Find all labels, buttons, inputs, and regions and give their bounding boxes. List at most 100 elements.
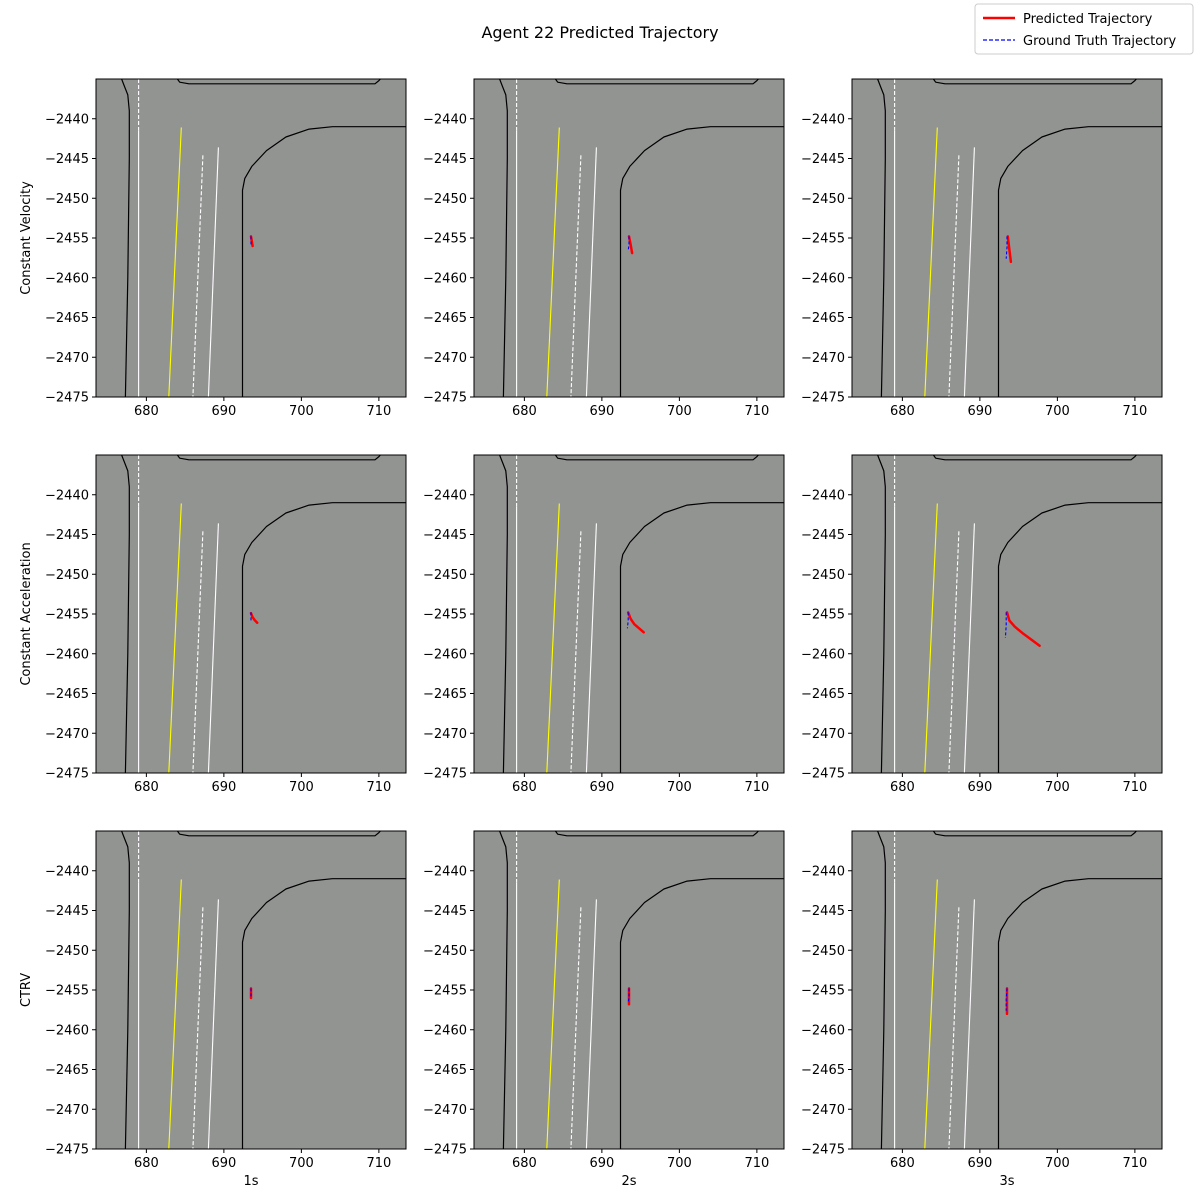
x-tick-label-700: 700 <box>289 1156 314 1171</box>
y-tick-label--2440: −2440 <box>801 488 845 503</box>
ground-truth-trajectory-line <box>1004 612 1007 638</box>
map-line-7 <box>963 147 975 397</box>
x-tick-label-700: 700 <box>1045 1156 1070 1171</box>
map-line-6 <box>948 907 960 1149</box>
y-tick-label--2445: −2445 <box>801 152 845 167</box>
map-line-5 <box>168 503 182 773</box>
y-tick-label--2475: −2475 <box>45 1143 89 1158</box>
map-line-1 <box>619 502 784 773</box>
x-tick-label-710: 710 <box>366 1156 391 1171</box>
y-tick-label--2460: −2460 <box>423 647 467 662</box>
y-tick-label--2460: −2460 <box>45 271 89 286</box>
map-line-5 <box>546 503 560 773</box>
map-line-0 <box>121 79 130 397</box>
panel-plot-area <box>121 79 406 397</box>
map-line-7 <box>963 899 975 1149</box>
map-line-0 <box>877 455 886 773</box>
y-tick-label--2475: −2475 <box>801 391 845 406</box>
panel-plot-area <box>499 79 784 397</box>
y-tick-label--2470: −2470 <box>45 1103 89 1118</box>
x-tick-label-680: 680 <box>512 1156 537 1171</box>
map-line-6 <box>192 907 204 1149</box>
map-line-5 <box>168 879 182 1149</box>
map-line-7 <box>585 147 597 397</box>
panel-plot-area <box>499 455 784 773</box>
map-line-5 <box>546 127 560 397</box>
row-label-ctrv: CTRV <box>19 973 34 1007</box>
map-line-7 <box>207 899 219 1149</box>
map-line-0 <box>877 831 886 1149</box>
y-tick-label--2440: −2440 <box>45 488 89 503</box>
y-tick-label--2465: −2465 <box>801 687 845 702</box>
x-tick-label-710: 710 <box>744 1156 769 1171</box>
x-tick-label-690: 690 <box>967 780 992 795</box>
map-line-6 <box>570 155 582 397</box>
y-tick-label--2450: −2450 <box>45 192 89 207</box>
x-tick-label-680: 680 <box>134 1156 159 1171</box>
map-line-1 <box>997 126 1162 397</box>
y-tick-label--2440: −2440 <box>45 864 89 879</box>
x-tick-label-700: 700 <box>667 780 692 795</box>
legend: Predicted Trajectory Ground Truth Trajec… <box>974 3 1194 55</box>
panel-constant-velocity-1s: 680 690 700 710 −2440 −2445 −2450 −2455 −2460 −24… <box>19 78 407 419</box>
x-tick-label-680: 680 <box>890 404 915 419</box>
map-line-2 <box>932 831 1137 837</box>
map-line-1 <box>241 126 406 397</box>
y-tick-label--2445: −2445 <box>423 152 467 167</box>
map-line-1 <box>619 878 784 1149</box>
panel-ctrv-3s: 680 690 700 710 −2440 −2445 −2450 −2455 −2460 −24… <box>801 830 1163 1189</box>
map-line-2 <box>932 455 1137 461</box>
map-line-6 <box>192 155 204 397</box>
panel-constant-velocity-2s: 680 690 700 710 −2440 −2445 −2450 −2455 −2460 −24… <box>423 78 785 419</box>
x-tick-label-710: 710 <box>744 404 769 419</box>
map-line-5 <box>924 879 938 1149</box>
panel-grid: 680 690 700 710 −2440 −2445 −2450 −2455 −2460 −24… <box>19 78 1163 1189</box>
map-line-7 <box>207 147 219 397</box>
y-tick-label--2440: −2440 <box>801 864 845 879</box>
y-tick-label--2465: −2465 <box>423 687 467 702</box>
map-line-0 <box>121 455 130 773</box>
y-tick-label--2475: −2475 <box>423 1143 467 1158</box>
x-tick-label-680: 680 <box>134 780 159 795</box>
y-tick-label--2470: −2470 <box>801 727 845 742</box>
y-tick-label--2445: −2445 <box>45 528 89 543</box>
map-line-6 <box>192 531 204 773</box>
map-line-2 <box>176 455 381 461</box>
ground-truth-trajectory-line <box>1005 236 1008 259</box>
y-tick-label--2460: −2460 <box>423 271 467 286</box>
x-tick-label-700: 700 <box>1045 780 1070 795</box>
map-line-0 <box>499 79 508 397</box>
x-tick-label-690: 690 <box>589 1156 614 1171</box>
y-tick-label--2450: −2450 <box>423 568 467 583</box>
y-tick-label--2445: −2445 <box>423 904 467 919</box>
y-tick-label--2440: −2440 <box>423 488 467 503</box>
y-tick-label--2455: −2455 <box>801 608 845 623</box>
panel-plot-area <box>121 455 406 773</box>
x-tick-label-680: 680 <box>512 404 537 419</box>
map-line-7 <box>207 523 219 773</box>
map-line-1 <box>241 878 406 1149</box>
y-tick-label--2450: −2450 <box>45 568 89 583</box>
x-tick-label-690: 690 <box>589 404 614 419</box>
y-tick-label--2460: −2460 <box>801 647 845 662</box>
map-line-1 <box>241 502 406 773</box>
y-tick-label--2455: −2455 <box>45 232 89 247</box>
x-tick-label-700: 700 <box>289 780 314 795</box>
map-line-0 <box>877 79 886 397</box>
y-tick-label--2455: −2455 <box>423 608 467 623</box>
x-tick-label-710: 710 <box>1122 404 1147 419</box>
x-tick-label-690: 690 <box>589 780 614 795</box>
y-tick-label--2475: −2475 <box>45 767 89 782</box>
ground-truth-trajectory-line <box>626 612 629 629</box>
y-tick-label--2465: −2465 <box>801 311 845 326</box>
map-line-6 <box>570 531 582 773</box>
y-tick-label--2475: −2475 <box>801 767 845 782</box>
map-line-0 <box>499 455 508 773</box>
y-tick-label--2470: −2470 <box>423 351 467 366</box>
y-tick-label--2470: −2470 <box>801 351 845 366</box>
map-line-2 <box>932 79 1137 85</box>
y-tick-label--2445: −2445 <box>45 904 89 919</box>
y-tick-label--2440: −2440 <box>45 112 89 127</box>
y-tick-label--2465: −2465 <box>423 1063 467 1078</box>
map-line-1 <box>997 502 1162 773</box>
